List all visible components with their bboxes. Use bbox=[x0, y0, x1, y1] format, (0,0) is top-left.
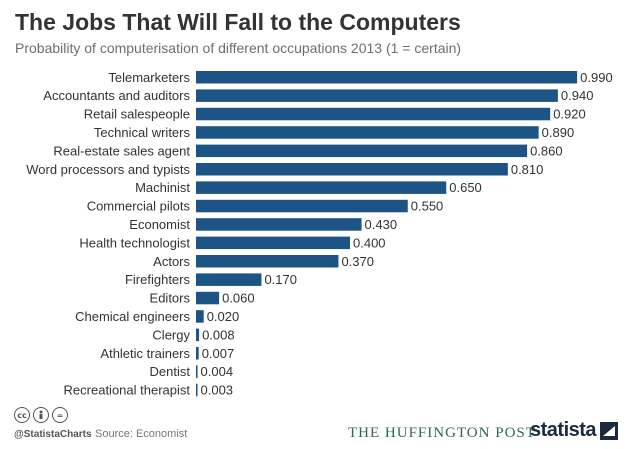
bar[interactable] bbox=[196, 365, 198, 378]
bar[interactable] bbox=[196, 291, 220, 305]
chart-title: The Jobs That Will Fall to the Computers bbox=[15, 9, 461, 35]
bar[interactable] bbox=[196, 383, 198, 397]
category-label: Real-estate sales agent bbox=[53, 143, 190, 158]
category-label: Recreational therapist bbox=[64, 383, 191, 398]
category-label: Clergy bbox=[152, 327, 190, 342]
category-label: Word processors and typists bbox=[26, 162, 190, 177]
category-label: Actors bbox=[153, 254, 190, 269]
bar[interactable] bbox=[196, 126, 539, 139]
category-label: Economist bbox=[129, 217, 190, 232]
cc-icon[interactable]: cc bbox=[14, 407, 30, 423]
value-label: 0.990 bbox=[580, 70, 613, 85]
value-label: 0.020 bbox=[207, 309, 240, 324]
bar[interactable] bbox=[196, 347, 199, 360]
by-icon[interactable] bbox=[33, 407, 49, 423]
value-label: 0.003 bbox=[201, 383, 234, 398]
value-label: 0.008 bbox=[202, 327, 235, 342]
statista-handle[interactable]: @StatistaCharts bbox=[14, 429, 92, 440]
value-label: 0.370 bbox=[341, 254, 374, 269]
value-label: 0.890 bbox=[542, 125, 575, 140]
bar[interactable] bbox=[196, 218, 362, 231]
license-icons: cc = bbox=[14, 407, 68, 423]
category-label: Dentist bbox=[150, 364, 191, 379]
value-label: 0.920 bbox=[553, 107, 586, 122]
category-label: Chemical engineers bbox=[75, 309, 190, 324]
bar[interactable] bbox=[196, 71, 578, 84]
value-label: 0.007 bbox=[202, 346, 235, 361]
category-label: Retail salespeople bbox=[84, 107, 190, 122]
value-label: 0.004 bbox=[201, 364, 234, 379]
nd-icon[interactable]: = bbox=[52, 407, 68, 423]
bar[interactable] bbox=[196, 255, 339, 268]
category-label: Commercial pilots bbox=[87, 199, 191, 214]
value-label: 0.860 bbox=[530, 143, 563, 158]
statista-logo[interactable]: statista bbox=[530, 419, 619, 442]
bar[interactable] bbox=[196, 328, 200, 342]
footer: cc = @StatistaCharts Source: Economist T… bbox=[0, 400, 630, 449]
source-text: Source: Economist bbox=[95, 428, 188, 440]
value-label: 0.430 bbox=[365, 217, 398, 232]
category-label: Machinist bbox=[135, 180, 190, 195]
value-label: 0.060 bbox=[222, 291, 255, 306]
value-label: 0.170 bbox=[264, 272, 297, 287]
bar[interactable] bbox=[196, 89, 558, 102]
statista-icon bbox=[600, 421, 619, 440]
value-label: 0.810 bbox=[511, 162, 544, 177]
statista-wordmark: statista bbox=[530, 419, 597, 441]
category-label: Athletic trainers bbox=[100, 346, 190, 361]
value-label: 0.550 bbox=[411, 199, 444, 214]
bar[interactable] bbox=[196, 273, 262, 286]
category-label: Editors bbox=[150, 291, 191, 306]
bar[interactable] bbox=[196, 236, 350, 250]
category-label: Health technologist bbox=[79, 235, 190, 250]
bar[interactable] bbox=[196, 144, 528, 158]
huffington-post-logo[interactable]: THE HUFFINGTON POST bbox=[348, 425, 536, 441]
bar-chart: Telemarketers 0.990 Accountants and audito… bbox=[26, 70, 613, 398]
value-label: 0.940 bbox=[561, 88, 594, 103]
category-label: Firefighters bbox=[125, 272, 191, 287]
bar[interactable] bbox=[196, 181, 447, 194]
bar[interactable] bbox=[196, 310, 204, 323]
bar[interactable] bbox=[196, 107, 551, 121]
chart-subtitle: Probability of computerisation of differ… bbox=[15, 40, 462, 56]
category-label: Telemarketers bbox=[108, 70, 190, 85]
value-label: 0.400 bbox=[353, 235, 386, 250]
category-label: Accountants and auditors bbox=[43, 88, 190, 103]
bar[interactable] bbox=[196, 199, 408, 213]
value-label: 0.650 bbox=[449, 180, 482, 195]
bar[interactable] bbox=[196, 163, 508, 176]
category-label: Technical writers bbox=[94, 125, 191, 140]
